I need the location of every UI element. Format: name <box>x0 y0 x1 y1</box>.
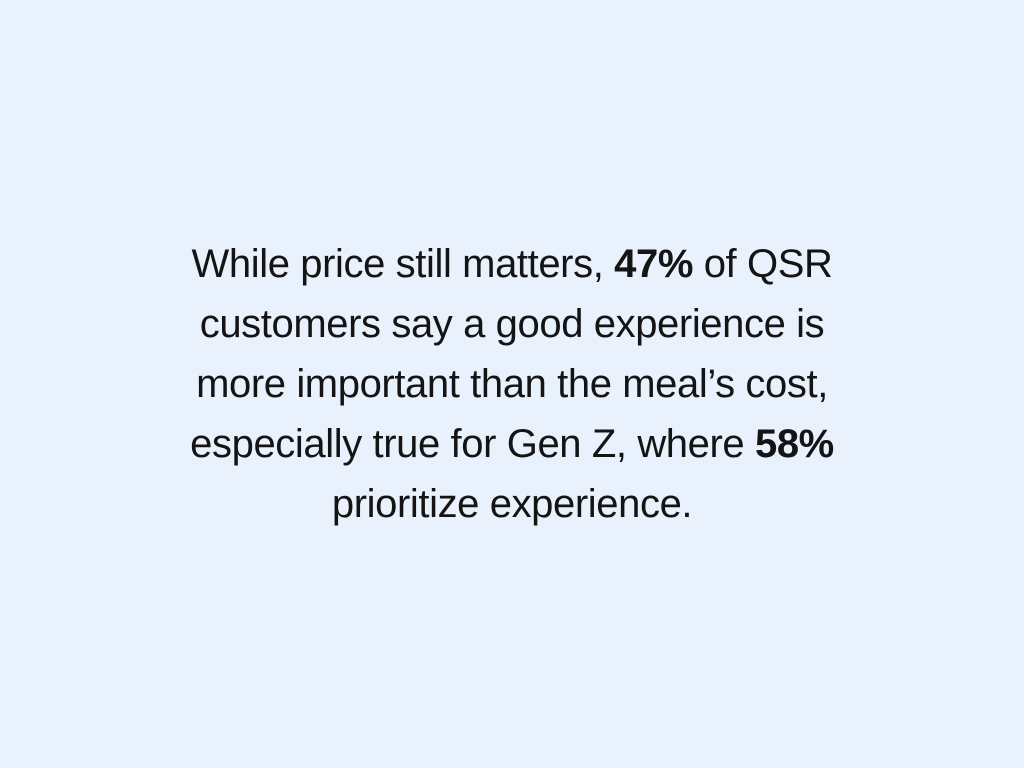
quote-line-1: While price still matters, 47% of QSR <box>82 234 942 294</box>
statistic-quote: While price still matters, 47% of QSR cu… <box>82 234 942 534</box>
quote-text-segment: customers say a good experience is <box>199 302 825 346</box>
quote-text-segment: especially true for Gen Z, where <box>190 422 755 466</box>
quote-text-segment: While price still matters, <box>191 242 615 286</box>
quote-line-3: more important than the meal’s cost, <box>82 354 942 414</box>
quote-line-5: prioritize experience. <box>82 474 942 534</box>
quote-line-4: especially true for Gen Z, where 58% <box>82 414 942 474</box>
quote-text-segment: prioritize experience. <box>331 482 693 526</box>
quote-text-segment: of QSR <box>693 242 833 286</box>
statistic-value-58: 58% <box>754 422 834 466</box>
quote-text-segment: more important than the meal’s cost, <box>196 362 828 406</box>
quote-line-2: customers say a good experience is <box>82 294 942 354</box>
statistic-value-47: 47% <box>614 242 693 286</box>
